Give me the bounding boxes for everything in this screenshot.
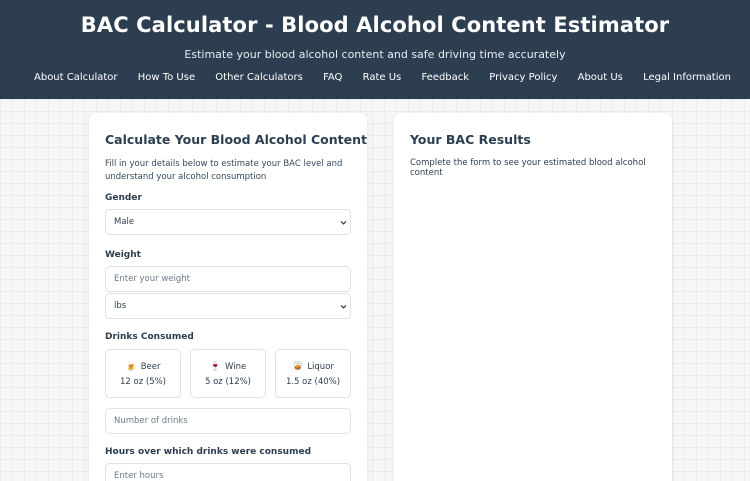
chevron-down-icon [340,305,347,309]
nav-feedback[interactable]: Feedback [421,72,470,83]
main-nav: About Calculator How To Use Other Calcul… [0,72,750,83]
nav-faq[interactable]: FAQ [323,72,343,83]
hours-input[interactable]: Enter hours [105,463,351,481]
site-title: BAC Calculator - Blood Alcohol Content E… [80,13,670,37]
nav-legal-information[interactable]: Legal Information [643,72,731,83]
weight-unit-value: lbs [114,301,127,311]
gender-select[interactable]: Male [105,209,351,235]
weight-unit-select[interactable]: lbs [105,293,351,319]
nav-privacy-policy[interactable]: Privacy Policy [489,72,558,83]
gender-label: Gender [105,193,142,203]
nav-about-us[interactable]: About Us [577,72,623,83]
hours-input-placeholder: Enter hours [114,471,164,481]
drink-option-liquor[interactable]: 🥃 Liquor 1.5 oz (40%) [275,349,351,398]
weight-label: Weight [105,250,141,260]
hours-label: Hours over which drinks were consumed [105,447,312,457]
site-header: BAC Calculator - Blood Alcohol Content E… [0,0,750,99]
liquor-icon: 🥃 [292,362,304,372]
drink-name: Wine [225,362,247,372]
drink-count-placeholder: Number of drinks [114,416,188,426]
results-card: Your BAC Results Complete the form to se… [394,113,672,481]
calculator-description: Fill in your details below to estimate y… [105,159,343,182]
results-message: Complete the form to see your estimated … [410,158,646,178]
drink-spec: 5 oz (12%) [205,377,251,387]
weight-input-placeholder: Enter your weight [114,274,190,284]
drink-name: Liquor [307,362,334,372]
nav-how-to-use[interactable]: How To Use [137,72,196,83]
drink-count-input[interactable]: Number of drinks [105,408,351,434]
chevron-down-icon [340,221,347,225]
beer-mug-icon: 🍺 [125,362,137,372]
drink-name: Beer [140,362,161,372]
drink-spec: 12 oz (5%) [120,377,166,387]
gender-select-value: Male [114,217,135,227]
drinks-label: Drinks Consumed [105,332,194,342]
drink-spec: 1.5 oz (40%) [285,377,341,387]
nav-other-calculators[interactable]: Other Calculators [215,72,303,83]
calculator-card: Calculate Your Blood Alcohol Content Fil… [89,113,367,481]
drink-option-wine[interactable]: 🍷 Wine 5 oz (12%) [190,349,266,398]
drink-option-beer[interactable]: 🍺 Beer 12 oz (5%) [105,349,181,398]
nav-about-calculator[interactable]: About Calculator [34,72,118,83]
nav-rate-us[interactable]: Rate Us [362,72,402,83]
site-subtitle: Estimate your blood alcohol content and … [184,48,566,61]
results-title: Your BAC Results [410,132,531,147]
calculator-title: Calculate Your Blood Alcohol Content [105,132,367,147]
wine-glass-icon: 🍷 [209,362,221,372]
weight-input[interactable]: Enter your weight [105,266,351,292]
